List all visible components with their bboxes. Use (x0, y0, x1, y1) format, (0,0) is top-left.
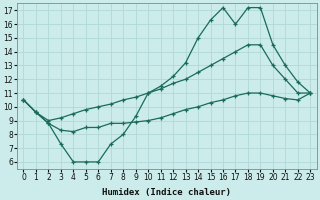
X-axis label: Humidex (Indice chaleur): Humidex (Indice chaleur) (102, 188, 231, 197)
